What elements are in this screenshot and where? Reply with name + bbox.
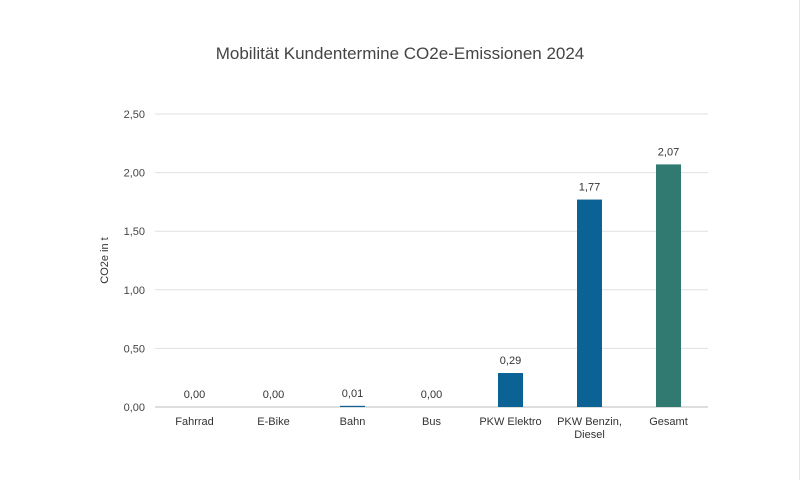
data-label: 2,07 bbox=[658, 146, 679, 158]
y-axis-label: CO2e in t bbox=[99, 237, 111, 283]
x-tick-label: E-Bike bbox=[257, 416, 289, 428]
bar bbox=[498, 373, 523, 407]
x-tick-label: Gesamt bbox=[649, 416, 688, 428]
y-tick-label: 0,50 bbox=[124, 343, 145, 355]
y-tick-label: 1,00 bbox=[124, 285, 145, 297]
y-tick-label: 1,50 bbox=[124, 226, 145, 238]
y-tick-label: 2,00 bbox=[124, 168, 145, 180]
y-tick-label: 2,50 bbox=[124, 109, 145, 121]
data-label: 1,77 bbox=[579, 182, 600, 194]
bar bbox=[656, 164, 681, 407]
x-tick-label: PKW Elektro bbox=[479, 416, 541, 428]
bar bbox=[577, 199, 602, 407]
x-tick-label: PKW Benzin, bbox=[557, 416, 622, 428]
x-tick-label: Bahn bbox=[340, 416, 366, 428]
data-label: 0,00 bbox=[184, 389, 205, 401]
x-tick-label: Fahrrad bbox=[175, 416, 214, 428]
data-label: 0,29 bbox=[500, 355, 521, 367]
data-label: 0,01 bbox=[342, 388, 363, 400]
x-tick-label: Diesel bbox=[574, 429, 605, 441]
x-tick-label: Bus bbox=[422, 416, 441, 428]
data-label: 0,00 bbox=[263, 389, 284, 401]
bar bbox=[340, 405, 365, 407]
y-tick-label: 0,00 bbox=[124, 402, 145, 414]
chart-title: Mobilität Kundentermine CO2e-Emissionen … bbox=[215, 44, 585, 63]
data-label: 0,00 bbox=[421, 389, 442, 401]
